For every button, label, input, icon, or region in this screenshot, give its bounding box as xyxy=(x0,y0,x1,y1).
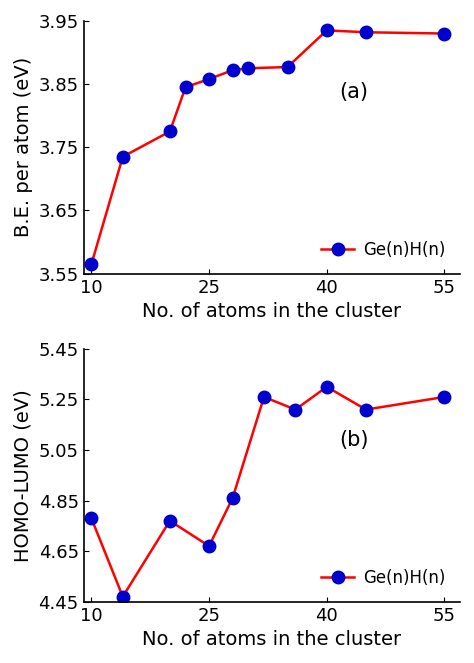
Ge(n)H(n) xyxy=(261,393,267,401)
Ge(n)H(n) xyxy=(363,29,369,36)
Ge(n)H(n) xyxy=(167,127,173,135)
Ge(n)H(n) xyxy=(292,406,298,414)
Ge(n)H(n) xyxy=(442,393,447,401)
Line: Ge(n)H(n): Ge(n)H(n) xyxy=(85,381,451,603)
Y-axis label: HOMO-LUMO (eV): HOMO-LUMO (eV) xyxy=(14,389,33,562)
Text: (a): (a) xyxy=(339,82,369,102)
Line: Ge(n)H(n): Ge(n)H(n) xyxy=(85,24,451,271)
Legend: Ge(n)H(n): Ge(n)H(n) xyxy=(314,562,452,593)
Ge(n)H(n) xyxy=(363,406,369,414)
Ge(n)H(n) xyxy=(324,383,329,391)
Ge(n)H(n) xyxy=(120,593,126,601)
Ge(n)H(n) xyxy=(89,260,94,268)
Ge(n)H(n) xyxy=(324,27,329,34)
Ge(n)H(n) xyxy=(206,542,212,550)
X-axis label: No. of atoms in the cluster: No. of atoms in the cluster xyxy=(142,630,401,649)
Ge(n)H(n) xyxy=(285,63,291,71)
Ge(n)H(n) xyxy=(230,66,236,74)
Ge(n)H(n) xyxy=(89,514,94,522)
Ge(n)H(n) xyxy=(442,30,447,38)
X-axis label: No. of atoms in the cluster: No. of atoms in the cluster xyxy=(142,302,401,321)
Ge(n)H(n) xyxy=(182,84,188,91)
Y-axis label: B.E. per atom (eV): B.E. per atom (eV) xyxy=(14,57,33,237)
Ge(n)H(n) xyxy=(167,517,173,525)
Legend: Ge(n)H(n): Ge(n)H(n) xyxy=(314,234,452,265)
Ge(n)H(n) xyxy=(230,494,236,502)
Ge(n)H(n) xyxy=(246,64,251,72)
Ge(n)H(n) xyxy=(120,152,126,160)
Text: (b): (b) xyxy=(339,430,369,450)
Ge(n)H(n) xyxy=(206,75,212,83)
